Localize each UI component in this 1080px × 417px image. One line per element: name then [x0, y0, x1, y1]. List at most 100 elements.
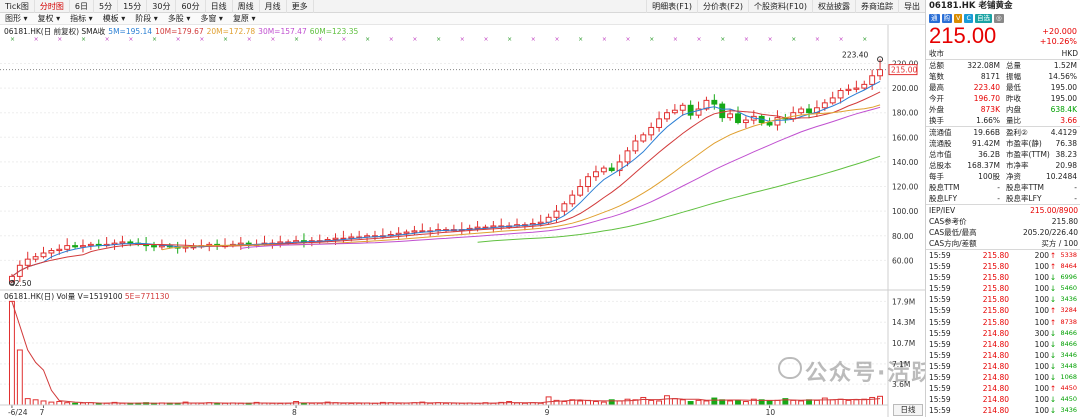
volume-bar [545, 396, 552, 406]
stat-cell: 股息率LFY - [1003, 193, 1080, 204]
candle [656, 118, 663, 128]
tool-3[interactable]: 模板 ▾ [102, 13, 126, 23]
trade-row: 15:59 214.80 100 ↓ 8466 [926, 339, 1080, 350]
cas-value: 205.20/226.40 [1022, 228, 1078, 237]
trade-ticker[interactable]: 15:59 215.80 200 ↑ 5338 15:59 215.80 100 ↑ 8464 15… [926, 250, 1080, 416]
stat-row: 流通值 19.66B 盈利② 4.4129 [926, 127, 1080, 138]
tab-2[interactable]: 6日 [70, 0, 94, 13]
candle [806, 108, 812, 114]
toolbar-right-3[interactable]: 权益披露 [812, 0, 855, 13]
price-chart[interactable]: 220.00 200.00 180.00 160.00 140.00 120.00 100.… [0, 25, 925, 417]
tab-9[interactable]: 月线 [260, 0, 287, 13]
price-tick: 80.00 [892, 232, 914, 241]
badge-4[interactable]: 自选 [975, 14, 992, 23]
tab-3[interactable]: 5分 [94, 0, 119, 13]
arrow-down-icon: ↓ [1049, 284, 1057, 294]
badge-2[interactable]: V [954, 14, 963, 23]
change-amount: +20.000 [1042, 27, 1077, 36]
trade-broker: 3446 [1060, 350, 1077, 359]
candle [474, 226, 481, 229]
stat-row: 外盘 873K 内盘 638.4K [926, 104, 1080, 115]
ma10-line [11, 91, 881, 277]
cas-value: 215.80 [1051, 217, 1078, 226]
trade-broker: 3284 [1060, 306, 1077, 315]
candle [600, 167, 607, 173]
tab-4[interactable]: 15分 [118, 0, 148, 13]
tool-4[interactable]: 阶段 ▾ [135, 13, 158, 23]
tab-6[interactable]: 60分 [176, 0, 206, 13]
vol-tick: 17.9M [892, 297, 915, 306]
low-marker [8, 279, 15, 286]
stat-cell: 最低 195.00 [1003, 82, 1080, 93]
arrow-up-icon: ↑ [1049, 384, 1057, 394]
stat-label: 股息率TTM [1006, 183, 1045, 192]
stat-cell: 总额 322.08M [926, 60, 1003, 71]
stat-label: 盈利② [1006, 128, 1028, 137]
volume-bar [711, 397, 718, 406]
price-tick: 200.00 [892, 84, 918, 93]
trade-price: 215.80 [982, 262, 1009, 272]
tab-8[interactable]: 周线 [233, 0, 260, 13]
trade-broker: 4450 [1060, 384, 1077, 393]
quote-panel: 06181.HK 老铺黄金 通购 V C 自选 ◎ 215.00 +20.000 +10.… [925, 0, 1080, 417]
trade-row: 15:59 215.80 100 ↑ 3284 [926, 305, 1080, 316]
stat-cell: 盈利② 4.4129 [1003, 127, 1080, 138]
stat-cell: 振幅 14.56% [1003, 71, 1080, 82]
candle [537, 221, 544, 224]
candle [853, 87, 860, 90]
candle [869, 75, 876, 85]
toolbar-right-1[interactable]: 分价表(F2) [697, 0, 748, 13]
price-tick: 220.00 [892, 59, 918, 68]
tab-0[interactable]: Tick图 [0, 0, 35, 13]
candle [877, 69, 884, 77]
trade-broker: 1068 [1060, 373, 1077, 382]
trade-row: 15:59 214.80 100 ↓ 3448 [926, 361, 1080, 372]
trade-price: 214.80 [982, 339, 1009, 349]
toolbar-right-5[interactable]: 导出 [898, 0, 925, 13]
price-tick: 180.00 [892, 109, 918, 118]
badge-3[interactable]: C [964, 14, 973, 23]
badge-0[interactable]: 通 [929, 14, 940, 23]
signal-mark: × [341, 36, 346, 43]
signal-mark: × [270, 36, 275, 43]
candle [64, 245, 71, 250]
badge-row: 通购 V C 自选 ◎ [926, 13, 1080, 24]
tab-5[interactable]: 30分 [147, 0, 177, 13]
badge-5[interactable]: ◎ [994, 14, 1004, 23]
signal-mark: × [531, 36, 536, 43]
trade-time: 15:59 [929, 251, 951, 260]
tab-1[interactable]: 分时图 [35, 0, 70, 13]
trade-price: 214.80 [982, 361, 1009, 371]
cas-row: CAS方向/差额 买方 / 100 [926, 238, 1080, 249]
candle [664, 112, 670, 120]
toolbar-right-2[interactable]: 个股资料(F10) [747, 0, 812, 13]
volume-bar [845, 399, 852, 406]
badge-1[interactable]: 购 [941, 14, 952, 23]
toolbar-right-4[interactable]: 券商追踪 [855, 0, 898, 13]
tool-7[interactable]: 复原 ▾ [232, 13, 256, 23]
tab-10[interactable]: 更多 [287, 0, 314, 13]
tool-2[interactable]: 指标 ▾ [70, 13, 93, 23]
trade-row: 15:59 215.80 100 ↓ 3436 [926, 294, 1080, 305]
volume-bar [727, 400, 734, 406]
tool-5[interactable]: 多股 ▾ [167, 13, 191, 23]
stock-title: 06181.HK 老铺黄金 [929, 1, 1013, 11]
tool-6[interactable]: 多窗 ▾ [200, 13, 223, 23]
stat-cell: 总股本 168.37M [926, 160, 1003, 171]
price-tick: 100.00 [892, 207, 918, 216]
day-button[interactable]: 日线 [893, 404, 923, 416]
tool-1[interactable]: 复权 ▾ [37, 13, 61, 23]
arrow-down-icon: ↓ [1049, 273, 1057, 283]
stat-cell: 昨收 195.00 [1003, 93, 1080, 104]
vol-legend: 06181.HK(日) Vol量 V=1519100 5E=771130 [4, 292, 169, 302]
volume-bar [877, 395, 884, 406]
trade-broker: 8738 [1060, 317, 1077, 326]
trade-price: 214.80 [982, 328, 1009, 338]
candle [735, 113, 741, 124]
last-price-tag-text: 215.00 [891, 66, 917, 75]
tab-7[interactable]: 日线 [206, 0, 233, 13]
toolbar-right-0[interactable]: 明细表(F1) [646, 0, 697, 13]
volume-bar [616, 400, 623, 406]
tool-0[interactable]: 图形 ▾ [5, 13, 28, 23]
trade-price: 214.80 [982, 384, 1009, 394]
